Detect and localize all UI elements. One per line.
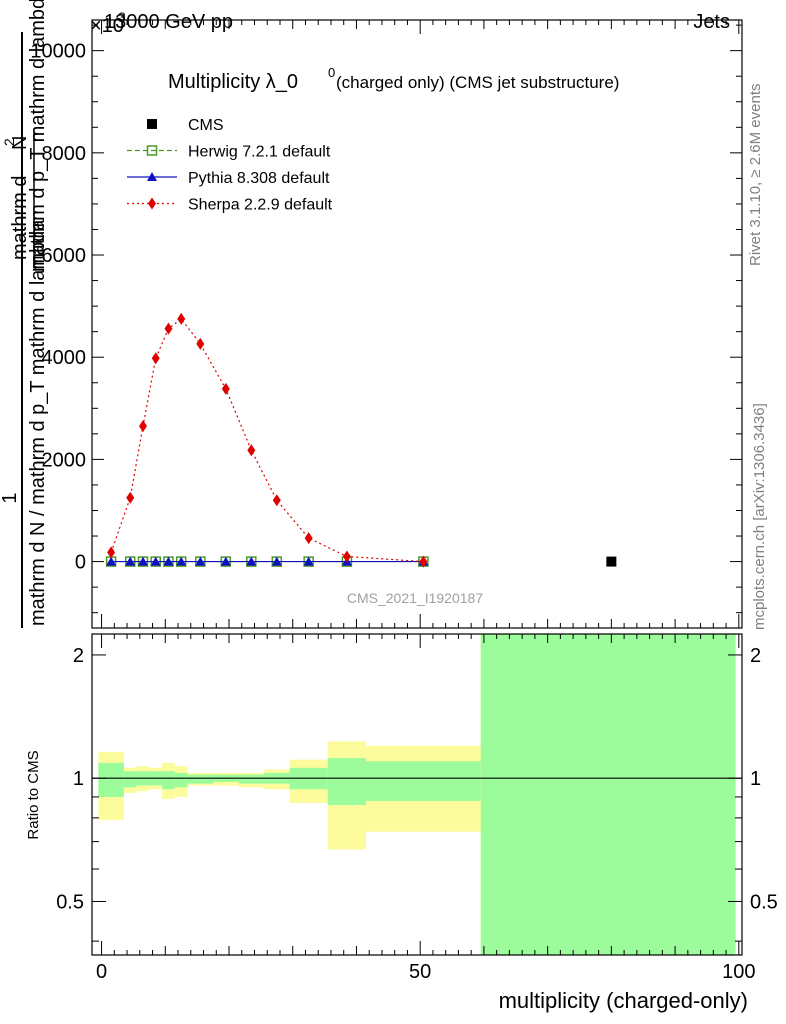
main-ytick-label: 4000 (42, 347, 87, 369)
main-frame (91, 19, 743, 629)
ratio-ytick-label-right: 1 (750, 768, 761, 790)
ratio-ytick-label-right: 0.5 (750, 891, 778, 913)
main-ytick-label: 8000 (42, 143, 87, 165)
sherpa-point-0 (107, 546, 116, 559)
sherpa-point-4 (164, 322, 173, 335)
ratio-bands (92, 634, 742, 955)
ylabel-frac-num-sup: 2 (1, 138, 17, 146)
main-ytick-label: 2000 (42, 449, 87, 471)
x-axis-label: multiplicity (charged-only) (499, 988, 748, 1013)
legend-marker-herwig (146, 145, 158, 156)
sherpa-point-9 (272, 494, 281, 507)
sherpa-point-5 (177, 312, 186, 325)
pythia-point-8 (246, 556, 257, 566)
main-ytick-label: 6000 (42, 245, 87, 267)
pythia-point-1 (125, 556, 136, 566)
ratio-frame (91, 633, 743, 956)
analysis-tag: CMS_2021_I1920187 (347, 590, 483, 606)
sherpa-point-3 (151, 352, 160, 365)
ylabel-frac-num: mathrm d (9, 176, 31, 260)
ratio-stat-band-6 (187, 774, 214, 784)
title-suffix: (charged only) (CMS jet substructure) (336, 73, 619, 92)
ylabel-frac-den: mathrm d p_T mathrm d lambda (27, 0, 49, 272)
title-main: Multiplicity λ_0 (168, 71, 298, 93)
header-right: Jets (693, 11, 730, 33)
pythia-point-3 (150, 556, 161, 566)
ratio-xtick-label: 50 (409, 961, 431, 983)
legend-marker-sherpa (148, 197, 156, 210)
ratio-stat-band-4 (162, 771, 175, 790)
pythia-point-5 (176, 556, 187, 566)
pythia-point-7 (220, 556, 231, 566)
pythia-point-9 (271, 556, 282, 566)
ratio-ytick-label: 0.5 (56, 891, 84, 913)
ratio-ylabel: Ratio to CMS (25, 750, 42, 839)
pythia-point-10 (303, 556, 314, 566)
ylabel-denominator: mathrm d N / mathrm d p_T mathrm d lambd… (27, 219, 49, 626)
legend-label-herwig: Herwig 7.2.1 default (188, 144, 331, 161)
ylabel-frac-num2: N (9, 136, 31, 150)
sherpa-point-6 (196, 337, 205, 350)
rivet-label: Rivet 3.1.10, ≥ 2.6M events (747, 84, 764, 267)
cms-point-0 (606, 556, 617, 567)
main-ytick-label: 10000 (30, 41, 86, 63)
legend-label-sherpa: Sherpa 2.2.9 default (188, 197, 333, 214)
ratio-xtick-label: 100 (722, 961, 755, 983)
sherpa-point-2 (138, 420, 147, 433)
pythia-point-6 (195, 556, 206, 566)
legend-label-cms: CMS (188, 117, 224, 134)
ratio-xtick-label: 0 (96, 961, 107, 983)
ratio-stat-band-5 (174, 772, 188, 788)
pythia-point-0 (106, 556, 117, 566)
ratio-stat-band-11 (327, 758, 367, 806)
ylabel-numerator: 1 (0, 492, 21, 503)
sherpa-line (110, 318, 424, 563)
sherpa-point-7 (221, 382, 230, 395)
sherpa-point-8 (247, 444, 256, 457)
pythia-point-4 (163, 556, 174, 566)
legend-marker-pythia (147, 172, 157, 181)
ratio-stat-band-8 (238, 774, 265, 784)
sherpa-point-12 (419, 555, 428, 568)
main-ytick-label: 0 (75, 552, 86, 574)
pythia-point-2 (137, 556, 148, 566)
main-ylabel: 1 mathrm d N / mathrm d p_T mathrm d lam… (0, 0, 49, 628)
main-title: Multiplicity λ_0 0 (charged only) (CMS j… (168, 65, 619, 93)
ratio-ytick-label: 1 (73, 768, 84, 790)
legend-label-pythia: Pythia 8.308 default (188, 170, 330, 187)
axes: 0 2000 4000 6000 8000 10000 0 50 100 0.5 0.5 1 1 2 2 (30, 19, 778, 983)
ratio-ytick-label: 2 (73, 645, 84, 667)
main-series (105, 312, 617, 568)
ratio-stat-band-12 (366, 761, 481, 801)
ratio-ytick-label-right: 2 (750, 645, 761, 667)
sherpa-point-10 (304, 532, 313, 545)
ratio-stat-band-13 (480, 634, 736, 955)
ratio-stat-band-1 (123, 771, 137, 788)
legend-marker-cms (147, 119, 157, 129)
header-exponent-power: 3 (118, 9, 126, 25)
sherpa-point-1 (126, 491, 135, 504)
mcplots-label: mcplots.cern.ch [arXiv:1306.3436] (751, 403, 768, 630)
header-left: 13000 GeV pp (104, 11, 233, 33)
legend: CMS Herwig 7.2.1 default Pythia 8.308 defa… (127, 117, 333, 214)
ratio-stat-band-0 (98, 762, 124, 797)
title-superscript: 0 (328, 65, 335, 80)
sherpa-point-11 (342, 550, 351, 563)
